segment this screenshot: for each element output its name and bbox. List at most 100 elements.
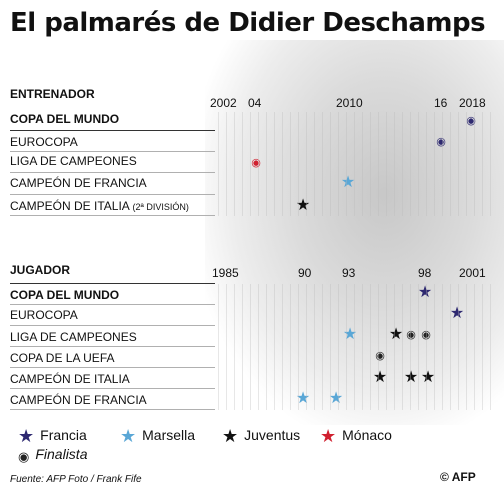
player-marker-finalist-uefa-1995: ◉	[375, 350, 385, 362]
coach-row-campeon-francia: CAMPEÓN DE FRANCIA	[10, 176, 147, 190]
player-marker-juventus-serie-a-1998: ★	[420, 369, 436, 386]
coach-divider	[10, 172, 215, 173]
grid-tick	[378, 112, 379, 216]
grid-tick	[242, 112, 243, 216]
grid-tick	[226, 284, 227, 410]
grid-tick	[250, 112, 251, 216]
player-marker-marseille-cl-1993: ★	[342, 326, 358, 343]
player-divider	[10, 325, 215, 326]
player-marker-marseille-ligue-1990: ★	[295, 390, 311, 407]
legend-monaco-label: Mónaco	[342, 427, 392, 443]
grid-tick	[426, 112, 427, 216]
grid-tick	[402, 284, 403, 410]
grid-tick	[474, 284, 475, 410]
grid-tick	[466, 284, 467, 410]
grid-tick	[314, 112, 315, 216]
player-marker-marseille-ligue-1992: ★	[328, 390, 344, 407]
coach-row-campeon-italia: CAMPEÓN DE ITALIA (2ª DIVISIÓN)	[10, 199, 189, 213]
grid-tick	[274, 284, 275, 410]
player-marker-juventus-cl-1996: ★	[388, 326, 404, 343]
player-divider	[10, 304, 215, 305]
grid-tick	[402, 112, 403, 216]
grid-tick	[226, 112, 227, 216]
grid-tick	[290, 112, 291, 216]
player-marker-finalist-cl-1997: ◉	[406, 329, 416, 341]
grid-tick	[354, 284, 355, 410]
star-icon: ★	[222, 426, 239, 446]
grid-tick	[322, 284, 323, 410]
grid-tick	[482, 112, 483, 216]
grid-tick	[410, 112, 411, 216]
coach-marker-france-euro-2016: ◉	[436, 136, 446, 148]
star-icon: ★	[320, 426, 337, 446]
grid-tick	[442, 112, 443, 216]
grid-tick	[442, 284, 443, 410]
grid-tick	[354, 112, 355, 216]
afp-logo: © AFP	[440, 470, 476, 484]
grid-tick	[218, 112, 219, 216]
grid-tick	[362, 112, 363, 216]
coach-row-campeon-italia-label: CAMPEÓN DE ITALIA	[10, 199, 130, 213]
player-row-eurocopa: EUROCOPA	[10, 308, 78, 322]
grid-tick	[266, 284, 267, 410]
coach-marker-monaco-cl-2004: ◉	[251, 157, 261, 169]
grid-tick	[258, 112, 259, 216]
legend-marsella-label: Marsella	[142, 427, 196, 443]
legend-finalista: ◉ Finalista	[18, 446, 87, 465]
grid-tick	[306, 112, 307, 216]
source-credit: Fuente: AFP Foto / Frank Fife	[10, 474, 142, 485]
star-icon: ★	[120, 426, 137, 446]
legend-marsella: ★ Marsella	[120, 426, 195, 447]
grid-tick	[386, 112, 387, 216]
player-row-liga-campeones: LIGA DE CAMPEONES	[10, 330, 137, 344]
grid-tick	[298, 284, 299, 410]
player-marker-france-wc-1998: ★	[417, 284, 433, 301]
legend-monaco: ★ Mónaco	[320, 426, 392, 447]
grid-tick	[266, 112, 267, 216]
grid-tick	[490, 112, 491, 216]
grid-tick	[490, 284, 491, 410]
legend-juventus-label: Juventus	[244, 427, 301, 443]
player-divider	[10, 367, 215, 368]
grid-tick	[434, 112, 435, 216]
section-label-coach: ENTRENADOR	[10, 87, 95, 101]
player-marker-juventus-serie-a-1995: ★	[372, 369, 388, 386]
player-year-98: 98	[418, 266, 432, 280]
grid-tick	[474, 112, 475, 216]
grid-tick	[450, 284, 451, 410]
grid-tick	[218, 284, 219, 410]
grid-tick	[418, 112, 419, 216]
grid-tick	[282, 112, 283, 216]
legend-juventus: ★ Juventus	[222, 426, 300, 447]
coach-year-16: 16	[434, 96, 448, 110]
grid-tick	[362, 284, 363, 410]
grid-tick	[282, 284, 283, 410]
coach-year-2002: 2002	[210, 96, 237, 110]
grid-tick	[450, 112, 451, 216]
grid-tick	[370, 284, 371, 410]
star-icon: ★	[18, 426, 35, 446]
player-row-copa-mundo: COPA DEL MUNDO	[10, 288, 120, 302]
portrait-photo	[205, 40, 504, 425]
coach-header-line	[10, 130, 215, 131]
legend-finalista-label: Finalista	[35, 446, 88, 462]
grid-tick	[290, 284, 291, 410]
finalist-icon: ◉	[18, 449, 30, 464]
grid-tick	[258, 284, 259, 410]
coach-marker-france-wc-2018: ◉	[466, 115, 476, 127]
player-year-93: 93	[342, 266, 356, 280]
player-row-campeon-francia: CAMPEÓN DE FRANCIA	[10, 393, 147, 407]
grid-tick	[306, 284, 307, 410]
grid-tick	[346, 284, 347, 410]
grid-tick	[434, 284, 435, 410]
player-year-90: 90	[298, 266, 312, 280]
grid-tick	[250, 284, 251, 410]
grid-tick	[338, 284, 339, 410]
grid-tick	[394, 112, 395, 216]
legend-francia: ★ Francia	[18, 426, 87, 447]
grid-tick	[458, 112, 459, 216]
coach-row-campeon-italia-suffix: (2ª DIVISIÓN)	[132, 202, 189, 212]
grid-tick	[234, 284, 235, 410]
coach-marker-marseille-ligue-2010: ★	[340, 174, 356, 191]
coach-divider	[10, 151, 215, 152]
